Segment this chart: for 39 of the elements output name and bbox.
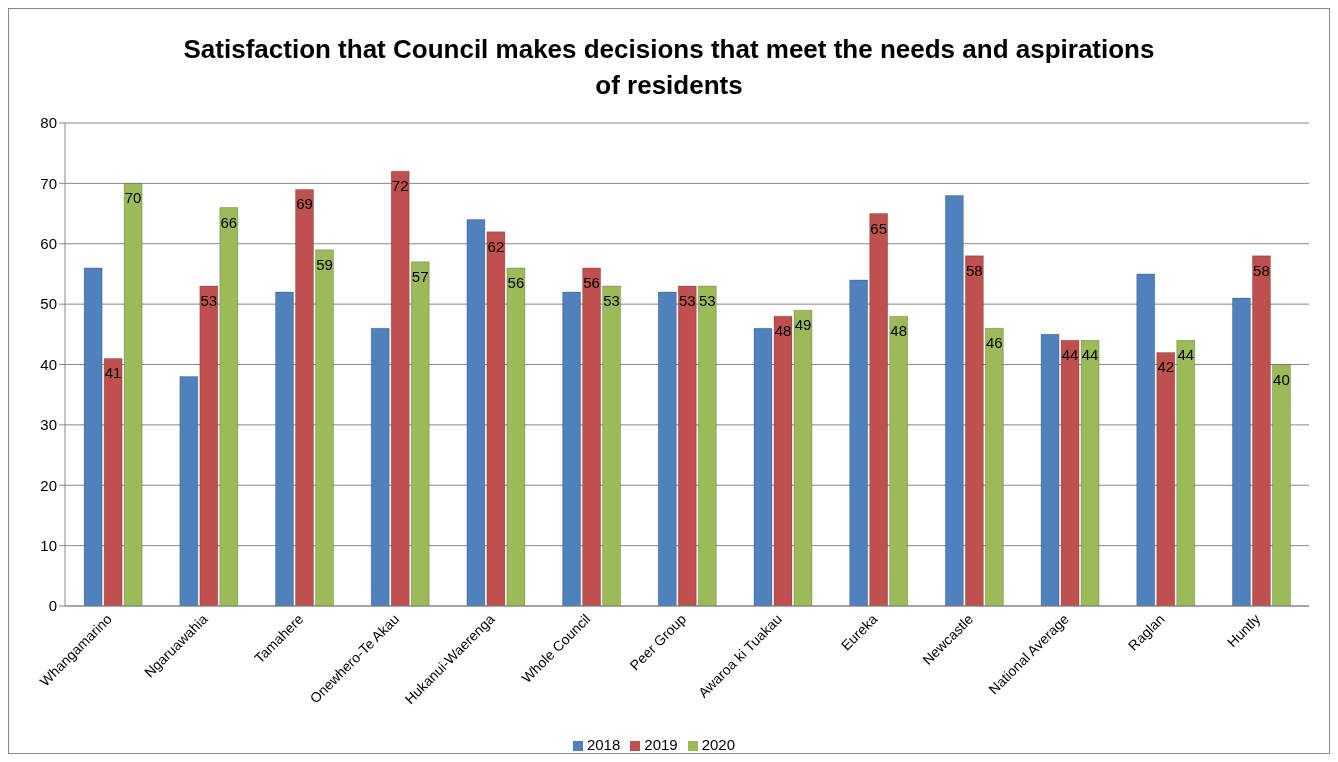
legend-label: 2019 bbox=[644, 736, 678, 753]
data-label: 56 bbox=[583, 273, 600, 291]
y-tick-label: 80 bbox=[40, 114, 57, 132]
data-label: 58 bbox=[1253, 261, 1270, 279]
data-label: 44 bbox=[1177, 346, 1195, 364]
data-label: 44 bbox=[1061, 346, 1079, 364]
data-label: 70 bbox=[124, 189, 142, 207]
data-label: 62 bbox=[487, 237, 505, 255]
y-tick-label: 70 bbox=[40, 174, 57, 192]
y-tick-label: 10 bbox=[40, 536, 57, 554]
legend-label: 2018 bbox=[586, 736, 621, 753]
y-tick-label: 30 bbox=[40, 416, 57, 434]
data-label: 66 bbox=[220, 213, 238, 231]
y-tick-label: 50 bbox=[40, 295, 57, 313]
y-tick-label: 0 bbox=[48, 597, 57, 615]
data-label: 48 bbox=[774, 322, 792, 340]
data-label: 44 bbox=[1081, 346, 1099, 364]
data-label: 72 bbox=[391, 177, 409, 195]
data-label: 58 bbox=[966, 261, 983, 279]
data-label: 53 bbox=[603, 292, 620, 310]
data-label: 53 bbox=[678, 292, 696, 310]
data-label: 49 bbox=[794, 316, 812, 334]
data-label: 53 bbox=[200, 292, 218, 310]
data-label: 65 bbox=[870, 219, 888, 237]
data-label: 46 bbox=[986, 334, 1003, 352]
data-label: 42 bbox=[1157, 358, 1175, 376]
chart-title: Satisfaction that Council makes decisions that meet the needs and aspirations of residents bbox=[182, 33, 1156, 102]
data-label: 40 bbox=[1273, 370, 1290, 388]
data-label: 48 bbox=[890, 322, 908, 340]
y-tick-label: 60 bbox=[40, 235, 57, 253]
data-label: 69 bbox=[296, 195, 313, 213]
data-label: 41 bbox=[104, 364, 122, 382]
data-label: 53 bbox=[698, 292, 716, 310]
data-label: 59 bbox=[316, 255, 333, 273]
y-tick-label: 40 bbox=[40, 355, 57, 373]
y-tick-label: 20 bbox=[40, 476, 57, 494]
data-label: 56 bbox=[507, 273, 525, 291]
data-label: 57 bbox=[411, 267, 429, 285]
legend-label: 2020 bbox=[701, 736, 736, 753]
